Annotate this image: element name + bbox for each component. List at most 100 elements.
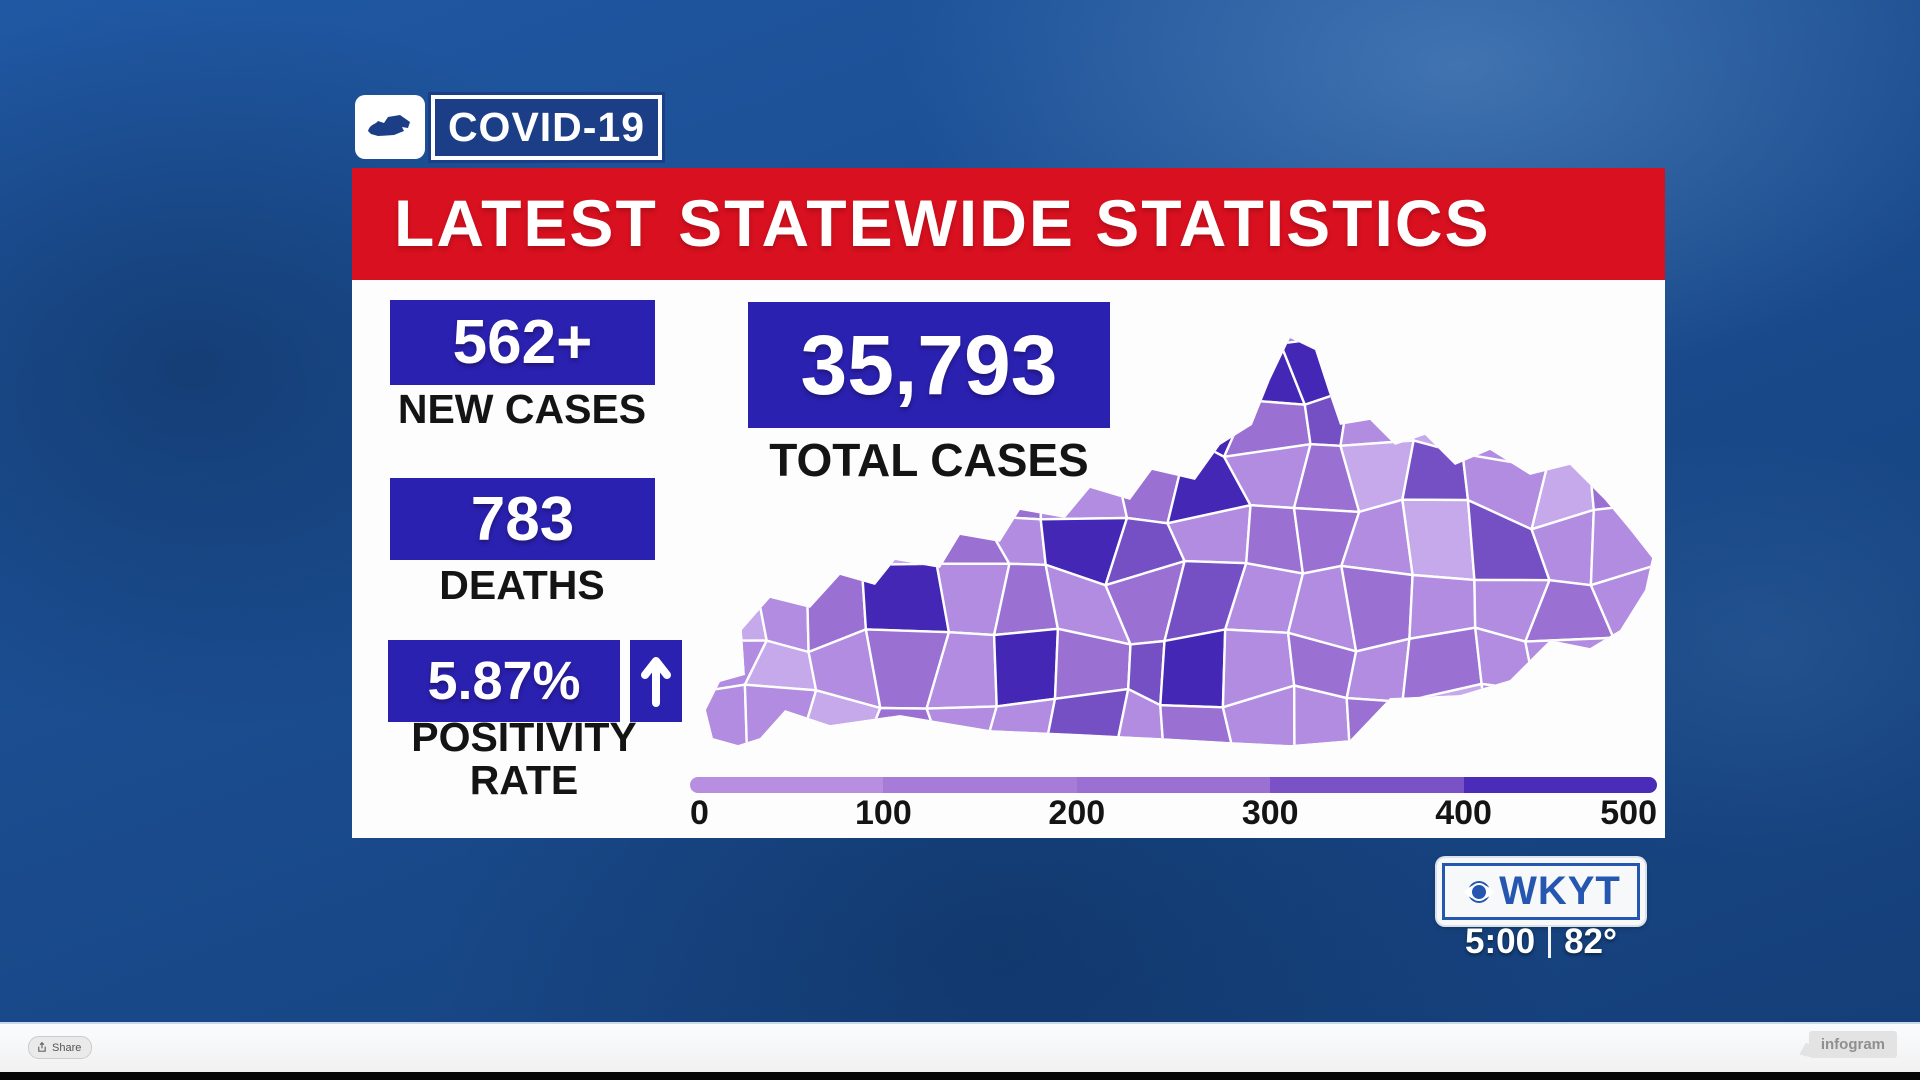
county-shape[interactable]: [1039, 440, 1129, 521]
county-shape[interactable]: [992, 627, 1060, 708]
legend-tick-label: 400: [1435, 794, 1492, 832]
total-cases-value: 35,793: [800, 317, 1058, 412]
county-shape[interactable]: [980, 440, 1045, 521]
legend-segment: [1270, 777, 1464, 793]
county-shape[interactable]: [1401, 439, 1470, 502]
legend-tick-label: 100: [855, 794, 912, 832]
county-shape[interactable]: [700, 504, 759, 593]
infogram-watermark[interactable]: infogram: [1808, 1031, 1897, 1058]
county-shape[interactable]: [743, 338, 827, 395]
county-shape[interactable]: [690, 683, 749, 760]
county-shape[interactable]: [1538, 398, 1603, 470]
county-shape[interactable]: [923, 445, 990, 518]
kentucky-choropleth-map[interactable]: [690, 330, 1660, 760]
county-shape[interactable]: [1480, 682, 1548, 760]
county-shape[interactable]: [1097, 330, 1182, 407]
county-shape[interactable]: [763, 385, 827, 462]
new-cases-label: NEW CASES: [397, 386, 647, 432]
county-shape[interactable]: [1339, 388, 1415, 448]
county-shape[interactable]: [743, 683, 818, 759]
legend-segment: [883, 777, 1077, 793]
county-shape[interactable]: [820, 337, 881, 395]
county-shape[interactable]: [934, 330, 1001, 405]
county-shape[interactable]: [860, 562, 951, 634]
infogram-label: infogram: [1820, 1036, 1885, 1053]
share-button-label: Share: [52, 1041, 82, 1054]
county-shape[interactable]: [871, 379, 937, 448]
share-button[interactable]: Share: [28, 1036, 93, 1059]
county-shape[interactable]: [928, 500, 1011, 566]
time-value: 5:00: [1465, 922, 1536, 961]
county-shape[interactable]: [1599, 332, 1660, 405]
temperature-value: 82°: [1564, 922, 1617, 961]
county-shape[interactable]: [690, 330, 767, 388]
time-temperature: 5:00 82°: [1437, 922, 1645, 962]
county-shape[interactable]: [794, 518, 872, 587]
county-shape[interactable]: [860, 500, 938, 567]
banner-title: LATEST STATEWIDE STATISTICS: [352, 168, 1665, 280]
county-shape[interactable]: [1293, 684, 1353, 760]
legend-segment: [1463, 777, 1657, 793]
positivity-value-box: 5.87%: [388, 640, 620, 722]
county-shape[interactable]: [1221, 684, 1296, 760]
covid-19-badge: COVID-19: [431, 95, 662, 160]
county-shape[interactable]: [1524, 636, 1617, 692]
county-shape[interactable]: [794, 438, 874, 526]
county-shape[interactable]: [923, 386, 1001, 465]
county-shape[interactable]: [1406, 330, 1491, 408]
embed-footer-bar: [0, 1022, 1920, 1072]
county-shape[interactable]: [1159, 704, 1238, 760]
county-shape[interactable]: [877, 330, 947, 389]
county-shape[interactable]: [1474, 330, 1549, 402]
county-shape[interactable]: [1042, 378, 1114, 455]
kentucky-state-icon: [368, 115, 410, 136]
county-shape[interactable]: [1348, 332, 1414, 408]
total-cases-label: TOTAL CASES: [769, 434, 1089, 486]
county-shape[interactable]: [1401, 498, 1476, 582]
county-shape[interactable]: [690, 452, 769, 525]
county-shape[interactable]: [1587, 447, 1660, 512]
county-shape[interactable]: [1612, 636, 1661, 706]
station-logo: WKYT: [1437, 858, 1645, 925]
positivity-label: POSITIVITY RATE: [366, 716, 682, 802]
legend-segment: [690, 777, 884, 793]
new-cases-value: 562+: [452, 308, 593, 377]
station-call-letters: WKYT: [1499, 869, 1621, 913]
legend-segment: [1076, 777, 1271, 793]
county-shape[interactable]: [690, 375, 769, 462]
county-polygons[interactable]: [690, 330, 1660, 760]
deaths-value-box: 783: [390, 478, 655, 560]
legend-tick-label: 0: [690, 794, 709, 832]
county-shape[interactable]: [745, 438, 808, 526]
positivity-trend-box: [630, 640, 682, 722]
legend-tick-label: 500: [1600, 794, 1657, 832]
share-icon: [38, 1042, 46, 1052]
county-shape[interactable]: [1159, 628, 1227, 709]
county-shape[interactable]: [1054, 330, 1112, 389]
county-shape[interactable]: [925, 705, 998, 760]
deaths-label: DEATHS: [439, 562, 605, 608]
county-shape[interactable]: [804, 379, 880, 446]
covid-19-badge-label: COVID-19: [447, 104, 646, 150]
county-shape[interactable]: [1582, 683, 1661, 760]
county-shape[interactable]: [1097, 378, 1190, 455]
new-cases-value-box: 562+: [390, 300, 655, 385]
kentucky-icon-box: [355, 95, 425, 159]
county-shape[interactable]: [745, 522, 809, 593]
county-shape[interactable]: [1538, 332, 1616, 405]
positivity-label-line2: RATE: [469, 757, 579, 803]
bottom-black-strip: [0, 1072, 1920, 1080]
county-shape[interactable]: [1345, 696, 1410, 760]
county-shape[interactable]: [1587, 377, 1660, 457]
county-shape[interactable]: [1040, 687, 1130, 760]
county-shape[interactable]: [992, 330, 1057, 405]
positivity-value: 5.87%: [427, 651, 581, 711]
county-shape[interactable]: [1534, 683, 1617, 760]
county-shape[interactable]: [1164, 330, 1251, 407]
county-shape[interactable]: [868, 442, 931, 522]
legend-tick-label: 300: [1241, 794, 1299, 832]
county-shape[interactable]: [690, 584, 768, 642]
county-shape[interactable]: [986, 386, 1057, 465]
legend-tick-label: 200: [1048, 794, 1106, 832]
county-shape[interactable]: [1589, 500, 1660, 587]
